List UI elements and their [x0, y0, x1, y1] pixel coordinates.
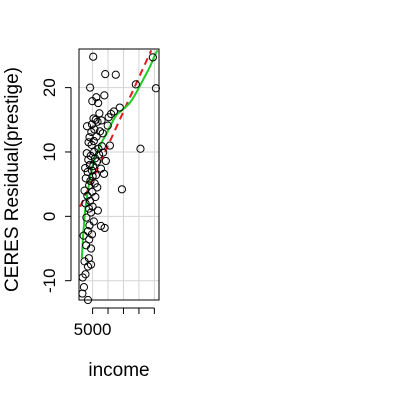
data-point	[81, 174, 90, 183]
data-point	[91, 171, 101, 180]
data-point	[89, 136, 98, 146]
data-point	[94, 98, 103, 108]
data-point	[104, 113, 113, 122]
y-tick-label: 10	[40, 143, 59, 162]
data-point	[93, 117, 102, 126]
data-point	[82, 213, 91, 222]
data-point	[105, 141, 114, 150]
data-point	[96, 221, 106, 231]
data-point	[86, 176, 95, 186]
data-point	[131, 80, 140, 89]
smooth-curve-layer	[80, 49, 159, 259]
data-point	[83, 191, 92, 200]
data-point	[151, 84, 161, 93]
data-point	[136, 144, 145, 153]
data-point	[89, 52, 98, 61]
y-tick-label: 0	[40, 212, 59, 221]
y-tick-label: 20	[40, 78, 59, 97]
data-point	[109, 107, 119, 116]
data-point	[88, 97, 97, 106]
data-point	[101, 156, 110, 166]
data-point	[100, 91, 109, 100]
data-point	[79, 231, 88, 240]
data-point	[95, 109, 104, 118]
data-point	[86, 208, 96, 217]
data-point	[98, 129, 107, 138]
y-axis-label: CERES Residual(prestige)	[2, 67, 23, 292]
smooth-curve-line	[80, 49, 159, 259]
data-point	[91, 115, 100, 124]
data-point	[84, 204, 93, 213]
data-point	[87, 230, 97, 239]
scatter-points	[78, 52, 161, 305]
data-point	[115, 103, 124, 112]
data-point	[79, 283, 89, 292]
data-point	[91, 192, 100, 202]
data-point	[117, 185, 127, 194]
data-point	[93, 183, 102, 192]
data-point	[85, 221, 94, 230]
data-point	[98, 148, 108, 157]
data-point	[86, 83, 95, 92]
data-point	[87, 140, 96, 149]
data-point	[101, 70, 110, 79]
axes: 5000 -10 0 10 20	[40, 78, 155, 339]
data-point	[89, 217, 98, 226]
data-point	[83, 262, 93, 271]
data-point	[99, 169, 109, 178]
x-tick-label: 5000	[74, 320, 112, 339]
data-point	[93, 206, 102, 215]
data-point	[84, 155, 93, 164]
data-point	[111, 70, 120, 79]
data-point	[86, 244, 96, 253]
data-point	[82, 122, 92, 131]
data-point	[92, 132, 101, 141]
x-axis-label: income	[88, 360, 149, 381]
data-point	[103, 121, 112, 130]
data-point	[78, 289, 87, 298]
data-point	[89, 162, 98, 171]
y-tick-label: -10	[40, 268, 59, 293]
data-point	[85, 181, 94, 190]
data-point	[87, 127, 96, 137]
data-point	[87, 166, 97, 175]
data-point	[80, 186, 89, 195]
plot-frame	[78, 48, 160, 301]
data-point	[148, 53, 157, 62]
